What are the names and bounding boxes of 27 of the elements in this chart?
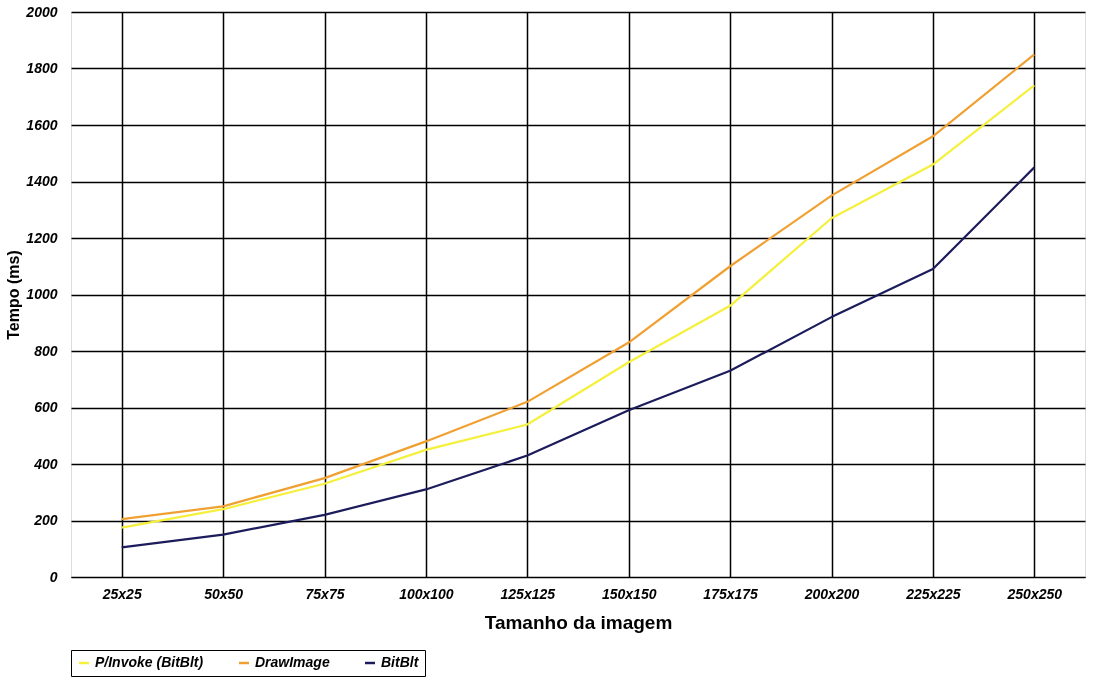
y-tick-label: 200 [33, 512, 58, 528]
legend-label: DrawImage [255, 654, 330, 670]
y-tick-label: 1000 [26, 286, 58, 302]
legend-label: P/Invoke (BitBlt) [95, 654, 204, 670]
x-tick-label: 200x200 [803, 585, 860, 602]
line-series [120, 166, 1036, 549]
y-tick-label: 1600 [26, 116, 58, 133]
x-tick-label: 100x100 [399, 585, 454, 602]
x-tick-label: 150x150 [601, 585, 657, 602]
x-tick-label: 225x225 [905, 585, 961, 602]
y-tick-label: 1200 [26, 229, 58, 246]
y-tick-label: 2000 [25, 3, 58, 20]
x-tick-label: 125x125 [500, 585, 556, 602]
y-tick-label: 400 [33, 455, 58, 472]
y-tick-label: 1800 [26, 60, 58, 76]
x-tick-label: 50x50 [204, 585, 244, 602]
x-tick-label: 25x25 [101, 585, 142, 602]
x-axis-title: Tamanho da imagem [484, 611, 673, 633]
legend-label: BitBlt [381, 654, 420, 670]
x-tick-label: 250x250 [1006, 585, 1063, 602]
y-tick-label: 800 [34, 342, 58, 359]
x-tick-label: 175x175 [703, 585, 759, 602]
y-tick-label: 600 [34, 399, 58, 415]
y-axis-title: Tempo (ms) [5, 250, 23, 340]
y-tick-label: 0 [49, 568, 58, 585]
y-tick-label: 1400 [26, 173, 58, 189]
x-tick-label: 75x75 [305, 585, 345, 602]
